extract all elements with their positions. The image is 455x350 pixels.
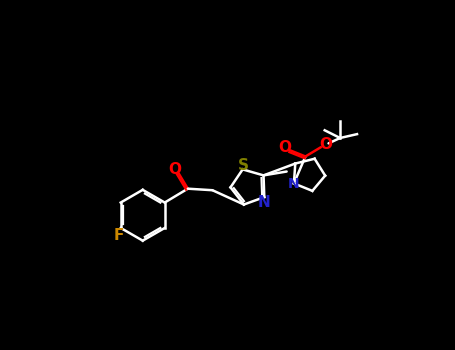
Text: F: F	[114, 228, 124, 243]
Text: S: S	[238, 158, 249, 173]
Text: N: N	[288, 177, 300, 191]
Text: N: N	[257, 195, 270, 210]
Text: O: O	[168, 162, 181, 177]
Text: O: O	[319, 136, 332, 152]
Text: O: O	[278, 140, 291, 155]
